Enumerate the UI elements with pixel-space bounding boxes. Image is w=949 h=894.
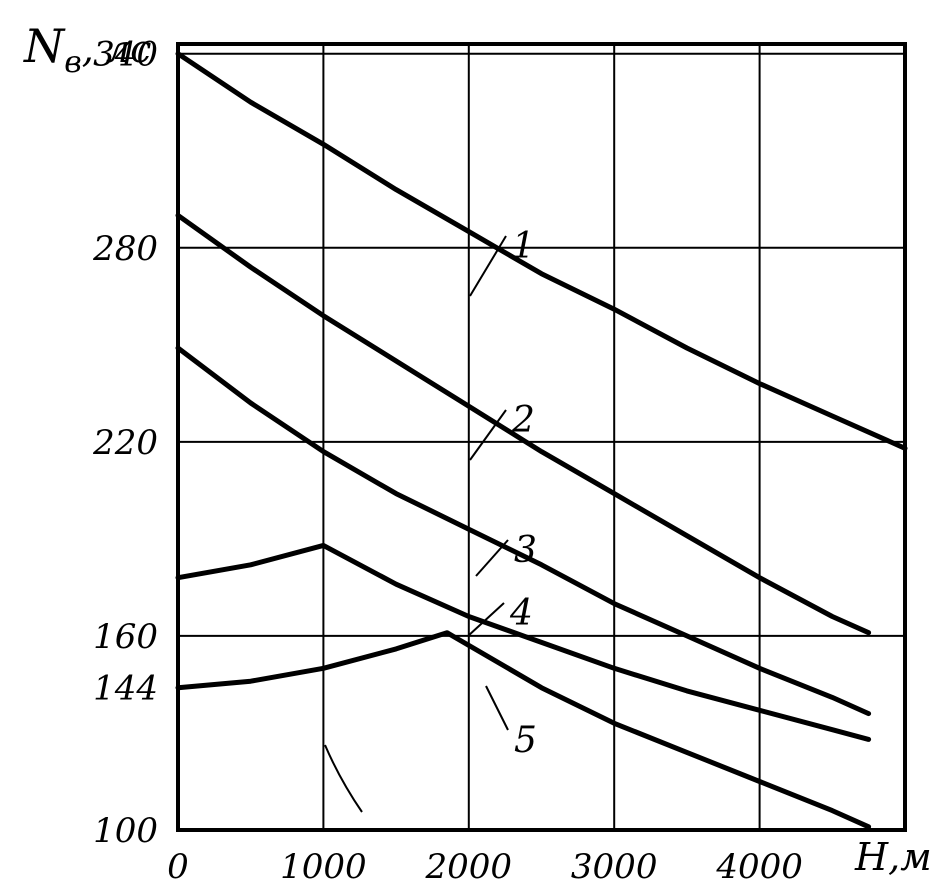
trace-mark bbox=[324, 744, 363, 813]
data-curves bbox=[175, 51, 908, 830]
curve-5 bbox=[175, 630, 872, 830]
curve-label-3: 3 bbox=[514, 530, 537, 571]
x-tick-label-0: 0 bbox=[167, 847, 189, 887]
plot-frame bbox=[176, 42, 907, 832]
y-axis-title-main: N bbox=[23, 19, 66, 73]
x-tick-label-1000: 1000 bbox=[280, 847, 367, 887]
y-tick-label-340: 340 bbox=[93, 35, 158, 75]
x-tick-label-2000: 2000 bbox=[425, 847, 513, 887]
y-tick-label-100: 100 bbox=[93, 811, 158, 851]
y-tick-labels: 100 144 160 220 280 340 bbox=[92, 35, 158, 851]
curve-labels: 1 2 3 4 5 bbox=[467, 226, 537, 761]
leader-line-2 bbox=[469, 409, 507, 461]
y-axis-title-sub: в bbox=[64, 45, 81, 80]
curve-label-2: 2 bbox=[511, 400, 535, 441]
y-tick-label-220: 220 bbox=[92, 423, 158, 463]
leader-line-5 bbox=[485, 685, 509, 731]
leader-line-3 bbox=[475, 539, 509, 577]
y-tick-label-160: 160 bbox=[93, 617, 158, 657]
y-tick-label-280: 280 bbox=[92, 229, 158, 269]
curve-label-5: 5 bbox=[514, 720, 537, 761]
curve-2 bbox=[175, 212, 872, 636]
y-axis-title: Nв, лс bbox=[23, 19, 151, 80]
curve-3 bbox=[175, 345, 872, 717]
x-tick-labels: 0 1000 2000 3000 4000 bbox=[167, 847, 803, 887]
curve-4 bbox=[175, 542, 872, 742]
curve-label-4: 4 bbox=[509, 593, 533, 634]
leader-line-4 bbox=[467, 602, 505, 637]
grid-lines bbox=[178, 44, 905, 830]
curve-label-1: 1 bbox=[512, 226, 535, 267]
x-tick-label-4000: 4000 bbox=[715, 847, 803, 887]
leader-line-1 bbox=[469, 235, 507, 297]
x-tick-label-3000: 3000 bbox=[571, 847, 658, 887]
curve-1 bbox=[175, 51, 908, 451]
y-tick-label-144: 144 bbox=[93, 669, 158, 709]
y-axis-title-unit: , лс bbox=[82, 27, 152, 71]
x-axis-title: H,м bbox=[854, 835, 932, 879]
